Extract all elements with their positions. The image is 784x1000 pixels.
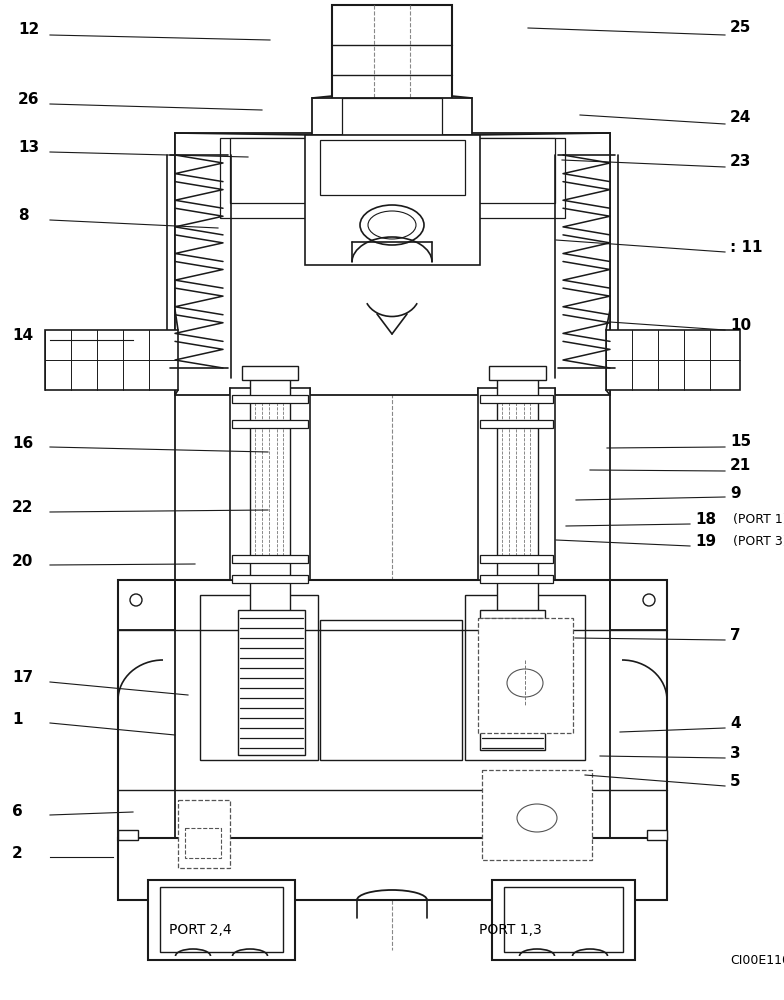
- Bar: [489, 366, 546, 380]
- Bar: [148, 880, 295, 960]
- Bar: [160, 887, 283, 952]
- Text: 17: 17: [12, 670, 33, 686]
- Bar: [480, 420, 553, 428]
- Bar: [342, 98, 442, 135]
- Bar: [482, 770, 592, 860]
- Bar: [465, 595, 585, 760]
- Bar: [504, 887, 623, 952]
- Text: PORT 2,4: PORT 2,4: [169, 923, 231, 937]
- Bar: [232, 575, 308, 583]
- Text: (PORT 1): (PORT 1): [733, 514, 784, 526]
- Text: 13: 13: [18, 140, 39, 155]
- Bar: [230, 388, 310, 580]
- Text: 21: 21: [730, 458, 751, 474]
- Bar: [118, 830, 138, 840]
- Text: 2: 2: [12, 846, 23, 860]
- Text: 25: 25: [730, 20, 751, 35]
- Ellipse shape: [368, 211, 416, 239]
- Text: 3: 3: [730, 746, 741, 762]
- Ellipse shape: [517, 804, 557, 832]
- Bar: [250, 378, 290, 650]
- Bar: [232, 395, 308, 403]
- Text: 6: 6: [12, 804, 23, 818]
- Ellipse shape: [130, 594, 142, 606]
- Ellipse shape: [507, 669, 543, 697]
- Text: 7: 7: [730, 629, 741, 644]
- Bar: [332, 5, 452, 100]
- Text: PORT 1,3: PORT 1,3: [478, 923, 542, 937]
- Text: CI00E110: CI00E110: [730, 954, 784, 966]
- Bar: [175, 133, 610, 395]
- Bar: [200, 595, 318, 760]
- Text: 24: 24: [730, 110, 751, 125]
- Text: 1: 1: [12, 712, 23, 726]
- Bar: [647, 830, 667, 840]
- Text: 12: 12: [18, 22, 39, 37]
- Bar: [480, 395, 553, 403]
- Bar: [232, 420, 308, 428]
- Bar: [480, 575, 553, 583]
- Bar: [478, 618, 573, 733]
- Bar: [178, 800, 230, 868]
- Bar: [480, 610, 545, 750]
- Bar: [606, 330, 740, 390]
- Bar: [230, 138, 555, 203]
- Text: 10: 10: [730, 318, 751, 332]
- Text: 8: 8: [18, 208, 29, 223]
- Text: : 11: : 11: [730, 239, 763, 254]
- Bar: [320, 140, 465, 195]
- Ellipse shape: [360, 205, 424, 245]
- Ellipse shape: [643, 594, 655, 606]
- Bar: [238, 610, 305, 755]
- Bar: [312, 98, 472, 135]
- Bar: [320, 620, 462, 760]
- Text: 23: 23: [730, 154, 751, 169]
- Text: 18: 18: [695, 512, 716, 528]
- Text: 15: 15: [730, 434, 751, 450]
- Text: 9: 9: [730, 486, 741, 500]
- Bar: [478, 388, 555, 580]
- Text: 5: 5: [730, 774, 741, 790]
- Bar: [492, 880, 635, 960]
- Bar: [220, 138, 565, 218]
- Bar: [118, 580, 667, 840]
- Text: 16: 16: [12, 436, 33, 450]
- Text: 14: 14: [12, 328, 33, 344]
- Text: 20: 20: [12, 554, 34, 568]
- Bar: [305, 135, 480, 265]
- Bar: [242, 366, 298, 380]
- Bar: [45, 330, 178, 390]
- Text: 22: 22: [12, 500, 34, 516]
- Bar: [480, 555, 553, 563]
- Text: (PORT 3): (PORT 3): [733, 536, 784, 548]
- Text: 26: 26: [18, 93, 39, 107]
- Bar: [118, 838, 667, 900]
- Text: 4: 4: [730, 716, 741, 732]
- Text: 19: 19: [695, 534, 716, 550]
- Bar: [497, 378, 538, 650]
- Bar: [232, 555, 308, 563]
- Bar: [185, 828, 221, 858]
